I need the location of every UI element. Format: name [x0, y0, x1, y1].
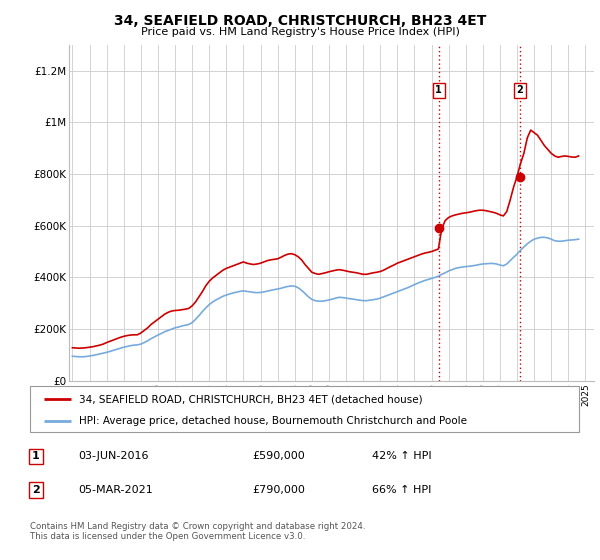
Text: HPI: Average price, detached house, Bournemouth Christchurch and Poole: HPI: Average price, detached house, Bour… — [79, 416, 467, 426]
Text: Contains HM Land Registry data © Crown copyright and database right 2024.
This d: Contains HM Land Registry data © Crown c… — [30, 522, 365, 542]
Text: 05-MAR-2021: 05-MAR-2021 — [78, 485, 153, 495]
Text: Price paid vs. HM Land Registry's House Price Index (HPI): Price paid vs. HM Land Registry's House … — [140, 27, 460, 37]
Text: 66% ↑ HPI: 66% ↑ HPI — [372, 485, 431, 495]
Text: 03-JUN-2016: 03-JUN-2016 — [78, 451, 149, 461]
Text: £790,000: £790,000 — [252, 485, 305, 495]
FancyBboxPatch shape — [30, 386, 579, 432]
Text: 2: 2 — [517, 85, 523, 95]
Text: 34, SEAFIELD ROAD, CHRISTCHURCH, BH23 4ET (detached house): 34, SEAFIELD ROAD, CHRISTCHURCH, BH23 4E… — [79, 394, 423, 404]
Text: £590,000: £590,000 — [252, 451, 305, 461]
Text: 1: 1 — [32, 451, 40, 461]
Text: 42% ↑ HPI: 42% ↑ HPI — [372, 451, 431, 461]
Text: 2: 2 — [32, 485, 40, 495]
Text: 34, SEAFIELD ROAD, CHRISTCHURCH, BH23 4ET: 34, SEAFIELD ROAD, CHRISTCHURCH, BH23 4E… — [114, 14, 486, 28]
Text: 1: 1 — [436, 85, 442, 95]
